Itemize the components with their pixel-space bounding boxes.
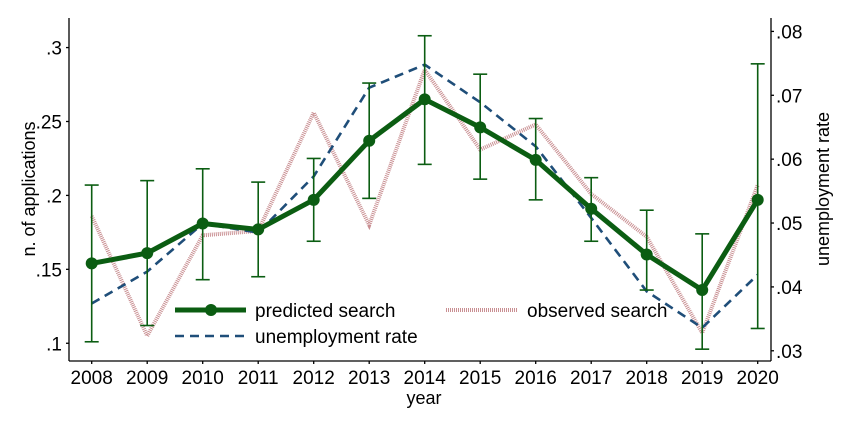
right-tick-label: .06 xyxy=(776,150,802,171)
right-tick-label: .08 xyxy=(776,22,802,43)
predicted-search-point xyxy=(751,193,764,206)
predicted-search-point xyxy=(640,248,653,261)
left-tick-label: .3 xyxy=(46,39,62,60)
x-tick-label: 2019 xyxy=(681,368,723,389)
x-tick-label: 2010 xyxy=(182,368,224,389)
predicted-search-point xyxy=(418,93,431,106)
left-y-axis-title: n. of applications xyxy=(19,121,39,256)
x-tick-label: 2011 xyxy=(238,368,279,389)
right-tick-label: .04 xyxy=(776,278,803,299)
x-tick-label: 2020 xyxy=(737,368,779,389)
x-tick-label: 2008 xyxy=(71,368,113,389)
legend-label-predicted-search: predicted search xyxy=(255,301,395,322)
predicted-search-point xyxy=(85,257,98,270)
right-tick-label: .03 xyxy=(776,342,802,363)
x-tick-label: 2009 xyxy=(126,368,168,389)
legend: predicted search observed search unemplo… xyxy=(175,301,667,348)
x-tick-label: 2018 xyxy=(626,368,668,389)
left-tick-label: .2 xyxy=(46,186,62,207)
left-tick-label: .15 xyxy=(36,260,62,281)
x-tick-label: 2013 xyxy=(348,368,390,389)
predicted-search-point xyxy=(529,153,542,166)
right-y-axis-title: unemployment rate xyxy=(813,112,833,266)
predicted-search-series xyxy=(85,93,764,297)
right-tick-label: .05 xyxy=(776,214,802,235)
predicted-search-point xyxy=(252,223,265,236)
x-tick-label: 2016 xyxy=(515,368,557,389)
left-tick-label: .25 xyxy=(36,112,62,133)
legend-label-observed-search: observed search xyxy=(527,301,667,322)
predicted-search-point xyxy=(474,121,487,134)
x-tick-label: 2012 xyxy=(293,368,335,389)
predicted-search-point xyxy=(196,217,209,230)
x-tick-label: 2017 xyxy=(570,368,612,389)
legend-marker-predicted-search xyxy=(205,304,217,316)
predicted-search-point xyxy=(585,202,598,215)
legend-item-predicted-search: predicted search xyxy=(175,301,395,322)
x-axis-title: year xyxy=(406,388,441,408)
x-ticks: 2008 2009 2010 2011 2012 2013 2014 2015 2016 2017… xyxy=(71,361,779,389)
x-tick-label: 2014 xyxy=(404,368,447,389)
left-tick-label: .1 xyxy=(46,334,62,355)
legend-item-unemployment-rate: unemployment rate xyxy=(175,327,418,348)
legend-item-observed-search: observed search xyxy=(446,301,667,322)
predicted-search-point xyxy=(363,134,376,147)
axes: .1 .15 .2 .25 .3 .03 .04 .05 .06 .07 .08 2008 2009… xyxy=(36,18,803,389)
predicted-search-point xyxy=(307,193,320,206)
predicted-search-point xyxy=(696,284,709,297)
predicted-search-point xyxy=(141,247,154,260)
right-y-ticks: .03 .04 .05 .06 .07 .08 xyxy=(771,22,803,363)
right-tick-label: .07 xyxy=(776,86,802,107)
x-tick-label: 2015 xyxy=(459,368,501,389)
legend-label-unemployment-rate: unemployment rate xyxy=(255,327,418,348)
plot-area xyxy=(84,34,765,350)
left-y-ticks: .1 .15 .2 .25 .3 xyxy=(36,39,69,355)
